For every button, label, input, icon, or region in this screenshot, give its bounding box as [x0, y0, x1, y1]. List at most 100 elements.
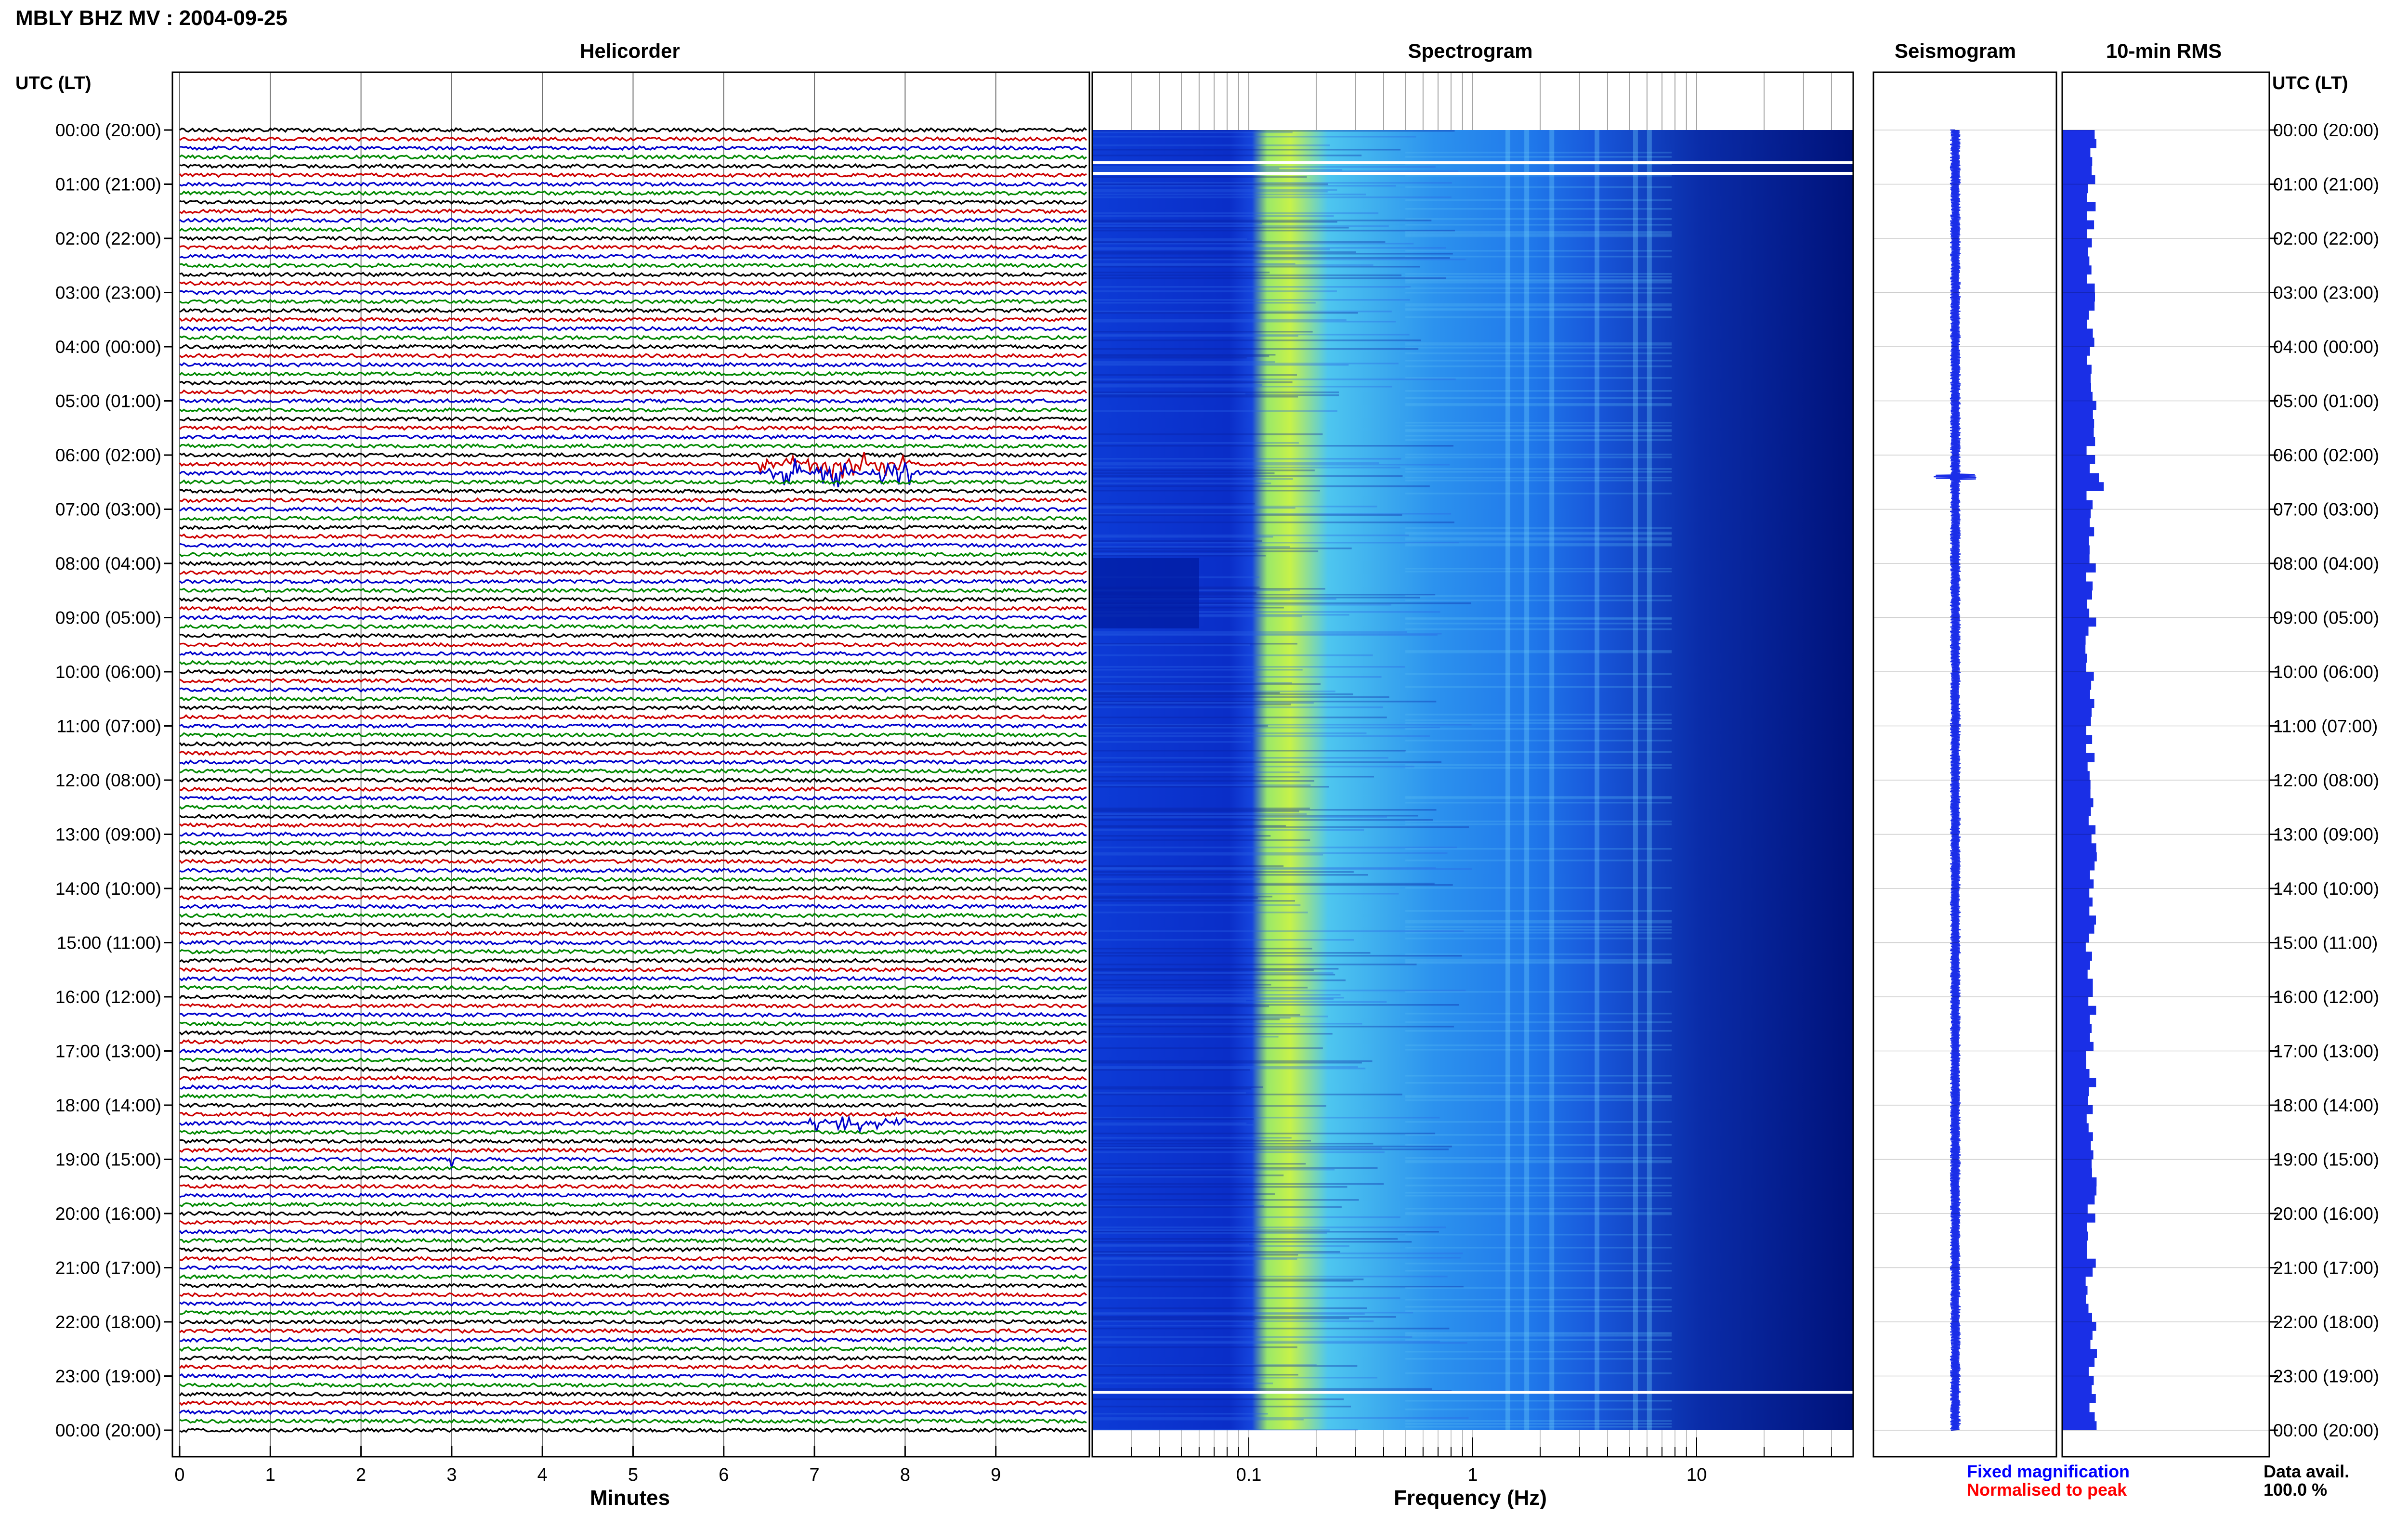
hour-label-left: 22:00 (18:00) — [55, 1312, 161, 1332]
spectrogram-row — [1092, 597, 1420, 599]
helicorder-trace — [179, 768, 1087, 774]
helicorder-trace — [179, 362, 1087, 368]
hour-label-right: 04:00 (00:00) — [2273, 337, 2379, 357]
spectrogram-row — [1405, 962, 1672, 964]
spectrogram-row — [1092, 1374, 1298, 1376]
spectrogram-row — [1092, 1151, 1385, 1153]
spectrogram-row — [1092, 555, 1266, 557]
spectrogram-row — [1092, 896, 1272, 898]
spectrogram-row — [1405, 1099, 1672, 1101]
helicorder-trace — [179, 515, 1087, 522]
helicorder-trace — [179, 389, 1087, 395]
helicorder-trace — [179, 966, 1087, 973]
spectrogram-row — [1092, 168, 1280, 170]
hour-label-right: 11:00 (07:00) — [2273, 717, 2378, 736]
spectrogram-gap — [1092, 172, 1853, 175]
helicorder-trace — [179, 452, 1087, 458]
spectrogram-row — [1092, 212, 1379, 214]
helicorder-trace — [179, 1400, 1087, 1406]
helicorder-trace — [179, 425, 1087, 431]
helicorder-trace — [179, 1030, 1087, 1036]
hour-label-right: 05:00 (01:00) — [2273, 392, 2379, 411]
spectrogram-row — [1405, 218, 1672, 220]
hour-label-left: 16:00 (12:00) — [55, 987, 161, 1007]
spectrogram-row — [1092, 631, 1407, 633]
helicorder-trace — [179, 488, 1087, 495]
spectrogram-row — [1092, 771, 1300, 773]
spectrogram-row — [1092, 1000, 1246, 1002]
rms-title: 10-min RMS — [2106, 39, 2222, 62]
spectrogram-row — [1092, 614, 1349, 616]
spectrogram-row — [1092, 878, 1260, 880]
spectrogram-row — [1092, 1088, 1252, 1090]
spectrogram-row — [1405, 600, 1672, 601]
spectrogram-row — [1405, 910, 1672, 912]
spectrogram-row — [1092, 464, 1450, 466]
spectrogram-row — [1405, 231, 1672, 233]
spectrogram-row — [1092, 813, 1307, 815]
spectrogram-row — [1405, 1162, 1672, 1163]
helicorder-trace — [179, 651, 1087, 657]
spectrogram-row — [1405, 938, 1672, 940]
spectrogram-row — [1092, 732, 1367, 734]
spectrogram-row — [1405, 1426, 1672, 1428]
spectrogram-row — [1405, 431, 1672, 432]
helicorder-trace — [180, 1057, 1087, 1063]
hour-label-left: 18:00 (14:00) — [55, 1096, 161, 1115]
helicorder-trace — [179, 479, 1087, 485]
spectrogram-row — [1405, 457, 1672, 458]
spectrogram-row — [1092, 816, 1387, 818]
spectrogram-row — [1405, 545, 1672, 547]
spectrogram-row — [1092, 939, 1355, 941]
spectrogram-row — [1092, 546, 1290, 548]
helicorder-trace — [179, 614, 1087, 621]
spectrogram-row — [1092, 1146, 1452, 1148]
helicorder-title: Helicorder — [580, 39, 680, 62]
spectrogram-row — [1092, 819, 1433, 821]
spectrogram-row — [1405, 234, 1672, 236]
spectrogram-row — [1405, 991, 1672, 993]
legend-normalised-to-peak: Normalised to peak — [1967, 1480, 2127, 1500]
hour-label-left: 02:00 (22:00) — [55, 229, 161, 248]
spectrogram-row — [1405, 751, 1672, 753]
spectrogram-row — [1092, 780, 1315, 782]
spectrogram-row — [1092, 240, 1262, 242]
spectrogram-row — [1092, 364, 1349, 366]
legend-fixed-magnification: Fixed magnification — [1967, 1462, 2130, 1481]
helicorder-xlabel: Minutes — [590, 1486, 670, 1510]
spectrogram-row — [1092, 513, 1452, 515]
spectrogram-row — [1092, 1018, 1280, 1020]
spectrogram-row — [1405, 1299, 1672, 1301]
minute-tick-label: 0 — [174, 1465, 184, 1485]
helicorder-trace — [179, 1391, 1087, 1397]
hour-label-right: 15:00 (11:00) — [2273, 933, 2378, 953]
spectrogram-row — [1092, 952, 1371, 954]
spectrogram-row — [1092, 215, 1334, 217]
helicorder-trace — [179, 272, 1087, 278]
helicorder-trace — [179, 154, 1087, 160]
spectrogram-row — [1092, 1193, 1275, 1195]
helicorder-trace — [179, 940, 1087, 946]
spectrogram-row — [1092, 222, 1262, 224]
spectrogram-row — [1092, 717, 1387, 718]
spectrogram-row — [1092, 727, 1440, 729]
spectrogram-row — [1405, 152, 1672, 154]
spectrogram-row — [1405, 767, 1672, 769]
spectrogram-row — [1092, 1143, 1374, 1145]
spectrogram-row — [1092, 1117, 1440, 1119]
helicorder-trace — [179, 641, 1087, 648]
helicorder-trace — [179, 1355, 1087, 1361]
spectrogram-row — [1405, 342, 1672, 344]
spectrogram-row — [1405, 292, 1672, 294]
spectrogram-row — [1405, 425, 1672, 427]
spectrogram-row — [1092, 998, 1334, 1000]
spectrogram-row — [1405, 673, 1672, 675]
helicorder-trace — [179, 1147, 1087, 1153]
spectrogram-row — [1405, 344, 1672, 346]
helicorder-trace — [179, 605, 1087, 612]
spectrogram-row — [1405, 823, 1672, 825]
spectrogram-row — [1092, 277, 1446, 279]
spectrogram-row — [1092, 221, 1337, 223]
spectrogram-row — [1092, 393, 1245, 395]
helicorder-trace — [179, 1039, 1087, 1045]
